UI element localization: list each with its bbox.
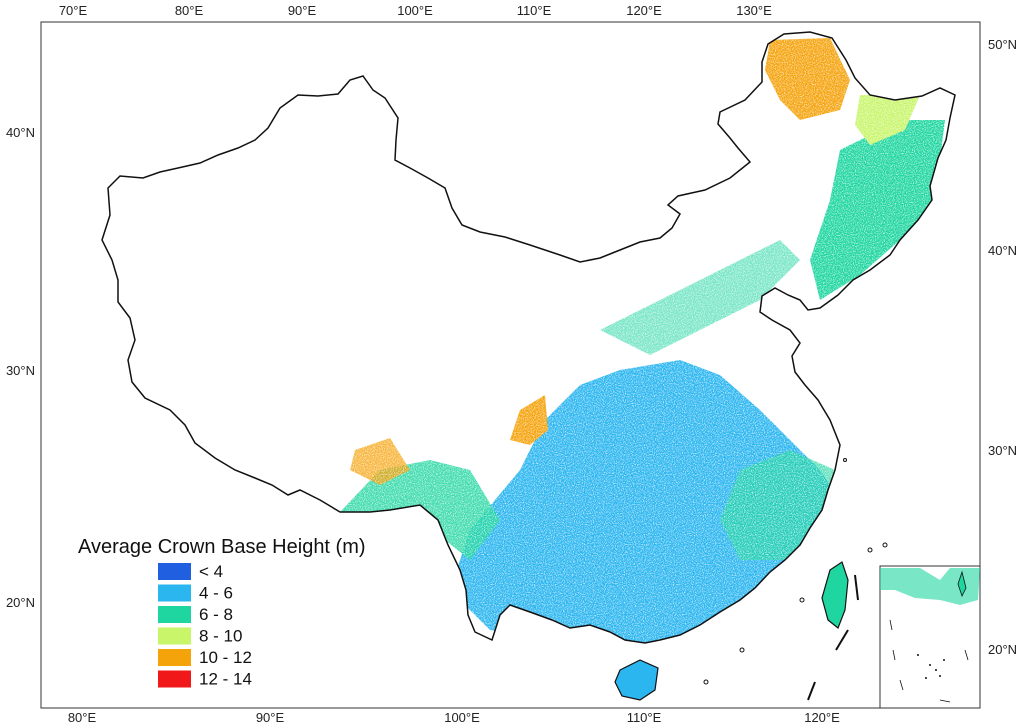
legend-label: 4 - 6 — [199, 584, 233, 603]
class-10-12-hengduan — [510, 395, 548, 445]
hainan-island — [614, 659, 659, 701]
class-8-10-northeast — [855, 95, 920, 145]
top-axis-label: 80°E — [175, 3, 204, 18]
right-axis-label: 50°N — [988, 37, 1017, 52]
south-china-sea-inset — [879, 565, 981, 709]
bottom-axis-label: 80°E — [68, 710, 97, 725]
legend: Average Crown Base Height (m) < 4 4 - 6 6 … — [78, 536, 366, 689]
legend-swatch — [158, 670, 191, 688]
legend-title: Average Crown Base Height (m) — [78, 536, 366, 558]
legend-label: < 4 — [199, 562, 223, 581]
class-6-8-northeast — [810, 120, 945, 300]
sea-boundary-dashes — [807, 574, 859, 701]
legend-swatch — [158, 627, 191, 645]
class-6-8-southeast — [720, 450, 835, 560]
class-10-12-west — [350, 438, 410, 485]
left-axis: 40°N 30°N 20°N — [6, 125, 35, 610]
class-4-6-region — [450, 360, 840, 643]
left-axis-label: 30°N — [6, 363, 35, 378]
legend-swatch — [158, 606, 191, 623]
right-axis: 50°N 40°N 30°N 20°N — [988, 37, 1017, 657]
top-axis: 70°E 80°E 90°E 100°E 110°E 120°E 130°E — [59, 3, 772, 18]
bottom-axis-label: 110°E — [627, 710, 662, 725]
right-axis-label: 30°N — [988, 443, 1017, 458]
legend-label: 8 - 10 — [199, 627, 242, 646]
top-axis-label: 110°E — [517, 3, 552, 18]
taiwan-island — [821, 561, 849, 629]
bottom-axis-label: 100°E — [444, 710, 480, 725]
china-boundary — [101, 31, 956, 644]
bottom-axis: 80°E 90°E 100°E 110°E 120°E — [68, 710, 840, 725]
top-axis-label: 90°E — [288, 3, 317, 18]
crown-height-raster — [340, 38, 945, 643]
legend-label: 10 - 12 — [199, 648, 252, 667]
legend-label: 6 - 8 — [199, 605, 233, 624]
small-islands — [703, 458, 888, 685]
top-axis-label: 120°E — [626, 3, 662, 18]
legend-swatch — [158, 563, 191, 580]
class-6-8-north — [600, 240, 800, 355]
top-axis-label: 70°E — [59, 3, 88, 18]
right-axis-label: 20°N — [988, 642, 1017, 657]
legend-swatch — [158, 584, 191, 602]
bottom-axis-label: 120°E — [804, 710, 840, 725]
class-10-12-northeast — [765, 38, 850, 120]
bottom-axis-label: 90°E — [256, 710, 285, 725]
right-axis-label: 40°N — [988, 243, 1017, 258]
left-axis-label: 40°N — [6, 125, 35, 140]
top-axis-label: 130°E — [736, 3, 772, 18]
legend-swatch — [158, 649, 191, 666]
left-axis-label: 20°N — [6, 595, 35, 610]
top-axis-label: 100°E — [397, 3, 433, 18]
legend-label: 12 - 14 — [199, 670, 252, 689]
